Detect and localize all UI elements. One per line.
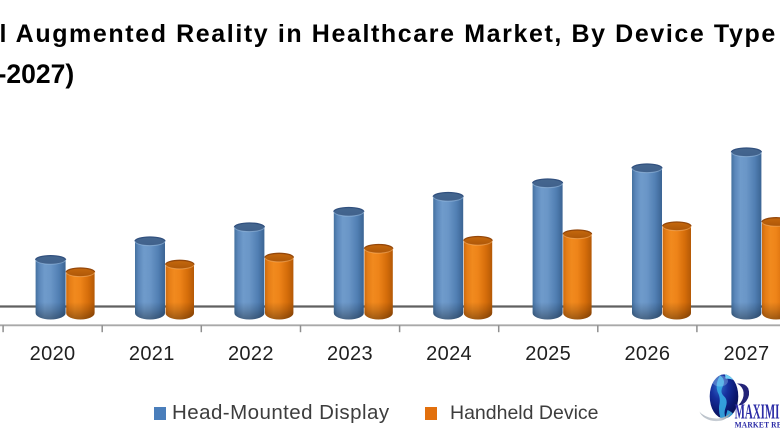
svg-text:MARKET RESEARCH: MARKET RESEARCH (735, 420, 780, 430)
svg-text:MAXIMIZE: MAXIMIZE (735, 399, 780, 423)
